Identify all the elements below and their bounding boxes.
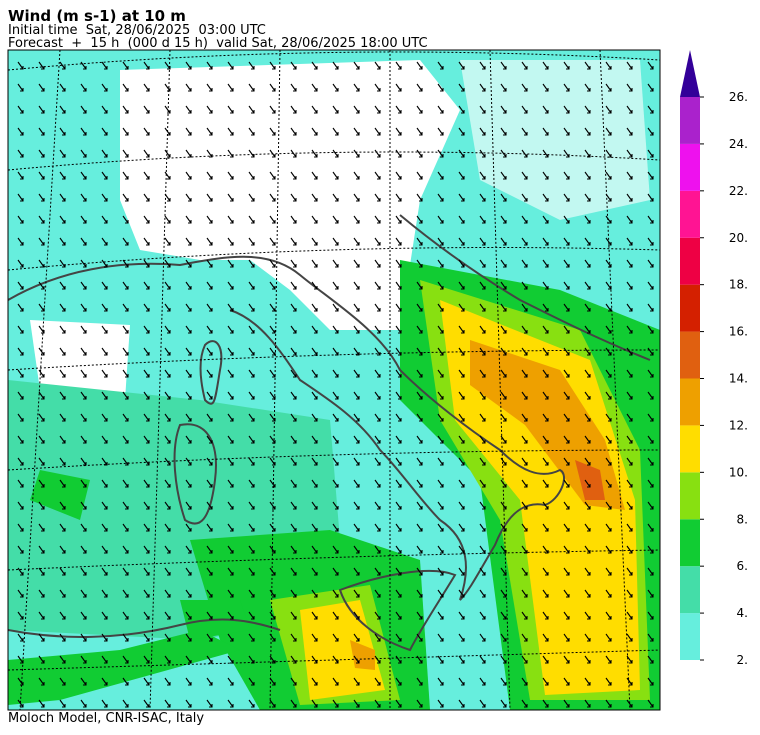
footer: Moloch Model, CNR-ISAC, Italy [8, 711, 204, 726]
wind-zone [8, 630, 240, 705]
wind-zone [575, 460, 605, 500]
colorbar-label: 24. [729, 137, 748, 151]
forecast-time: Forecast + 15 h (000 d 15 h) valid Sat, … [8, 36, 428, 51]
colorbar-label: 4. [737, 606, 748, 620]
wind-arrow [17, 61, 654, 708]
colorbar-segment [680, 566, 700, 614]
wind-arrows [17, 61, 654, 708]
colorbar-label: 22. [729, 184, 748, 198]
colorbar-label: 16. [729, 325, 748, 339]
colorbar: 2. 4. 6. 8. 10. 12. 14. 16. 18. 20. 22. 24. 26. [680, 50, 748, 667]
colorbar-label: 26. [729, 90, 748, 104]
graticule [8, 50, 660, 710]
wind-zone [30, 470, 250, 640]
colorbar-label: 6. [737, 559, 748, 573]
calm-area [30, 320, 130, 400]
initial-time: Initial time Sat, 28/06/2025 03:00 UTC [8, 23, 266, 38]
colorbar-segment [680, 472, 700, 520]
colorbar-label: 10. [729, 465, 748, 479]
colorbar-segment [680, 190, 700, 238]
colorbar-segment [680, 613, 700, 660]
colorbar-label: 20. [729, 231, 748, 245]
colorbar-label: 2. [737, 653, 748, 667]
colorbar-segment [680, 519, 700, 567]
colorbar-segment [680, 143, 700, 191]
colorbar-label: 8. [737, 512, 748, 526]
colorbar-segment [680, 425, 700, 473]
calm-area [120, 60, 460, 330]
calm-area [460, 60, 650, 220]
colorbar-over-arrow [680, 50, 700, 97]
colorbar-segment [680, 284, 700, 332]
map-frame [7, 49, 661, 711]
colorbar-segment [680, 237, 700, 285]
coastlines [8, 214, 651, 652]
colorbar-label: 18. [729, 278, 748, 292]
map [8, 50, 660, 710]
colorbar-segment [680, 331, 700, 379]
colorbar-label: 14. [729, 372, 748, 386]
colorbar-segment [680, 97, 700, 144]
colorbar-segment [680, 378, 700, 426]
title: Wind (m s-1) at 10 m [8, 7, 186, 25]
colorbar-label: 12. [729, 418, 748, 432]
